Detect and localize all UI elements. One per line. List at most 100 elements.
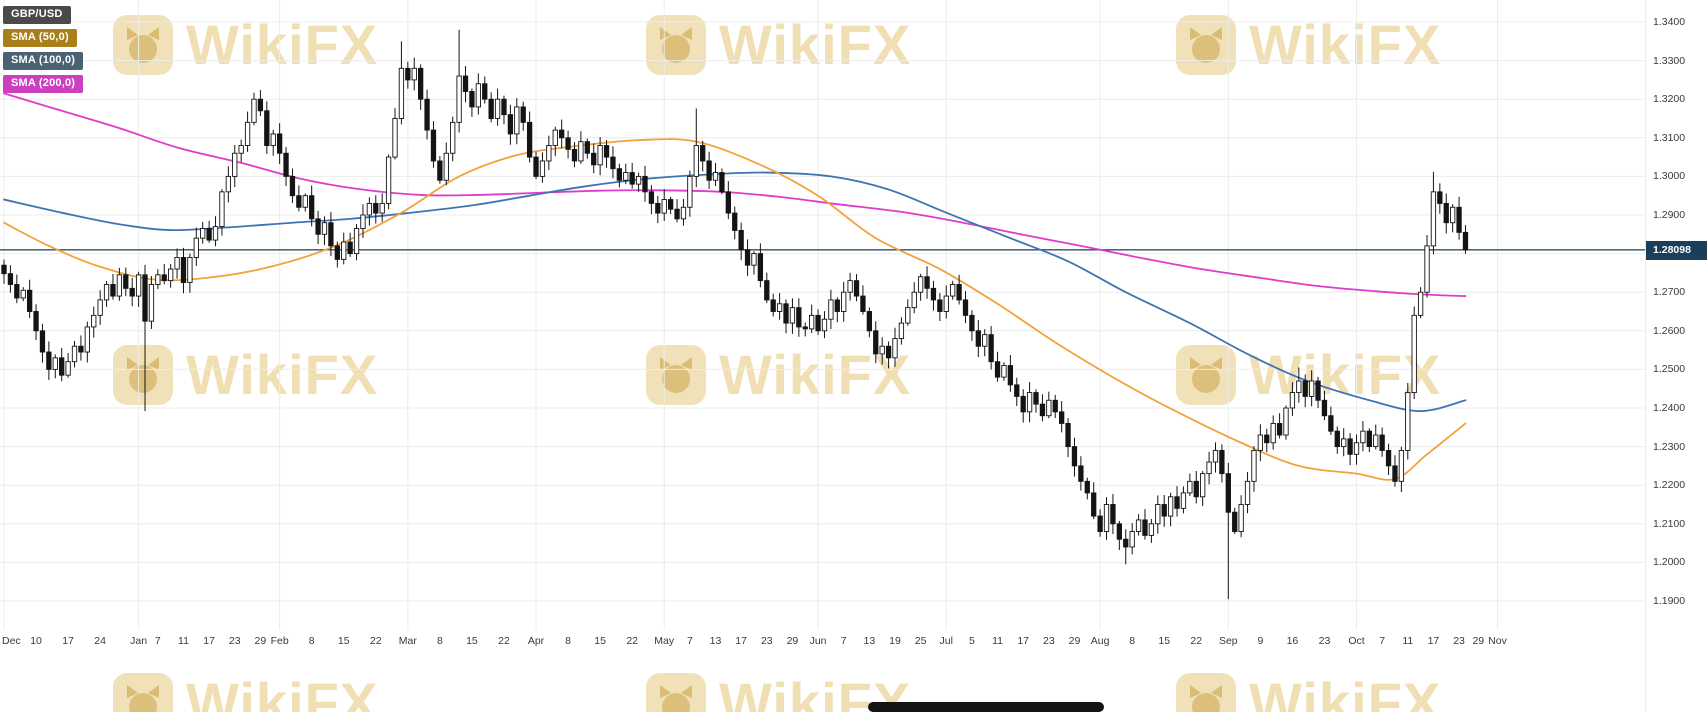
candle [706,151,712,189]
candle [700,140,706,172]
time-axis-label: 23 [1453,635,1465,647]
time-axis-label: 29 [1068,635,1081,647]
candle [270,129,276,156]
price-axis-label: 1.2400 [1653,402,1686,414]
candle [860,285,866,315]
legend-symbol-gbpusd[interactable]: GBP/USD [3,6,71,24]
legend-sma-50[interactable]: SMA (50,0) [3,29,77,47]
candlestick-plot[interactable] [0,0,1645,634]
time-axis-label: 24 [94,635,106,647]
candle [751,251,757,275]
price-axis[interactable]: 1.28098 1.3400 1.3300 1.3200 1.3100 1.3000 1.… [1645,0,1707,712]
candle [14,274,20,304]
candle [315,210,321,245]
candle [680,199,687,226]
candle [988,326,994,370]
candle [39,323,46,363]
price-axis-label: 1.3200 [1653,93,1686,106]
candle [725,181,731,220]
candle [59,348,65,382]
candle [559,119,565,149]
candle [129,277,135,307]
candle [930,280,937,311]
candle [1123,529,1129,565]
candle [289,168,296,204]
candle [1225,462,1231,600]
legend-sma-100[interactable]: SMA (100,0) [3,52,84,70]
price-axis-label: 1.3000 [1653,170,1686,183]
time-axis-label: 11 [178,635,189,647]
candle [232,145,238,188]
candle [110,273,116,300]
time-axis-label: 15 [1158,635,1171,647]
candle [1328,406,1334,435]
candle [1033,389,1039,413]
price-axis-label: 1.2700 [1653,286,1686,299]
candle [507,104,514,145]
candle [33,304,39,341]
legend: GBP/USD SMA (50,0) SMA (100,0) SMA (200,… [3,6,84,93]
time-axis-label: 8 [436,635,443,647]
candle [802,322,808,337]
candle [456,29,462,133]
candle [1373,424,1379,450]
candle [866,307,873,338]
scrollbar-thumb[interactable] [868,702,1104,712]
candle [1193,470,1199,504]
time-axis-label: 23 [1318,635,1331,647]
candle [1430,171,1437,255]
candle [1264,428,1270,453]
candle [334,241,340,268]
candle [1450,204,1456,233]
candle [943,285,949,319]
time-axis-label: 8 [308,635,315,647]
candle [257,90,264,117]
candle [917,273,924,301]
candle [828,289,834,329]
time-axis-label: 23 [1042,635,1055,647]
candle [1155,495,1161,534]
price-axis-label: 1.1900 [1653,595,1686,607]
legend-sma-200[interactable]: SMA (200,0) [3,75,84,93]
candle [1065,418,1071,458]
candle [1379,427,1385,457]
time-axis-label: 23 [228,635,241,647]
time-axis[interactable]: Dec 10 17 24 Jan 7 11 17 23 29 Feb 8 15 22 Mar 8 15 22 Apr… [0,635,1645,653]
candle [1135,514,1142,536]
candle [1187,473,1193,497]
candle [642,165,648,202]
candle [975,319,981,358]
candle [174,248,180,279]
candle [969,310,975,341]
price-axis-label: 1.2600 [1653,324,1686,337]
candle [353,223,360,261]
time-axis-label: 5 [968,635,975,647]
candle [1353,434,1360,465]
candle [430,121,437,168]
time-axis-label: 17 [203,635,215,647]
candle [1180,486,1187,514]
candle [1366,428,1372,453]
candle [565,130,571,159]
candle [1091,482,1097,520]
candle [1110,494,1116,535]
time-axis-label: Oct [1348,635,1365,647]
candle [994,351,1001,382]
candle [1174,486,1180,517]
candle [373,195,379,224]
candle [1046,391,1052,419]
candle [103,281,110,307]
candle [65,352,71,378]
candle [116,267,123,301]
candle [200,221,206,244]
candle [1084,477,1090,500]
candle [648,185,655,215]
candle [962,291,969,324]
candle [815,309,821,335]
candle [276,123,283,165]
candle [1405,382,1411,460]
candle [1001,362,1007,381]
candle [475,73,481,115]
candle [667,196,674,215]
candle [1058,401,1065,433]
